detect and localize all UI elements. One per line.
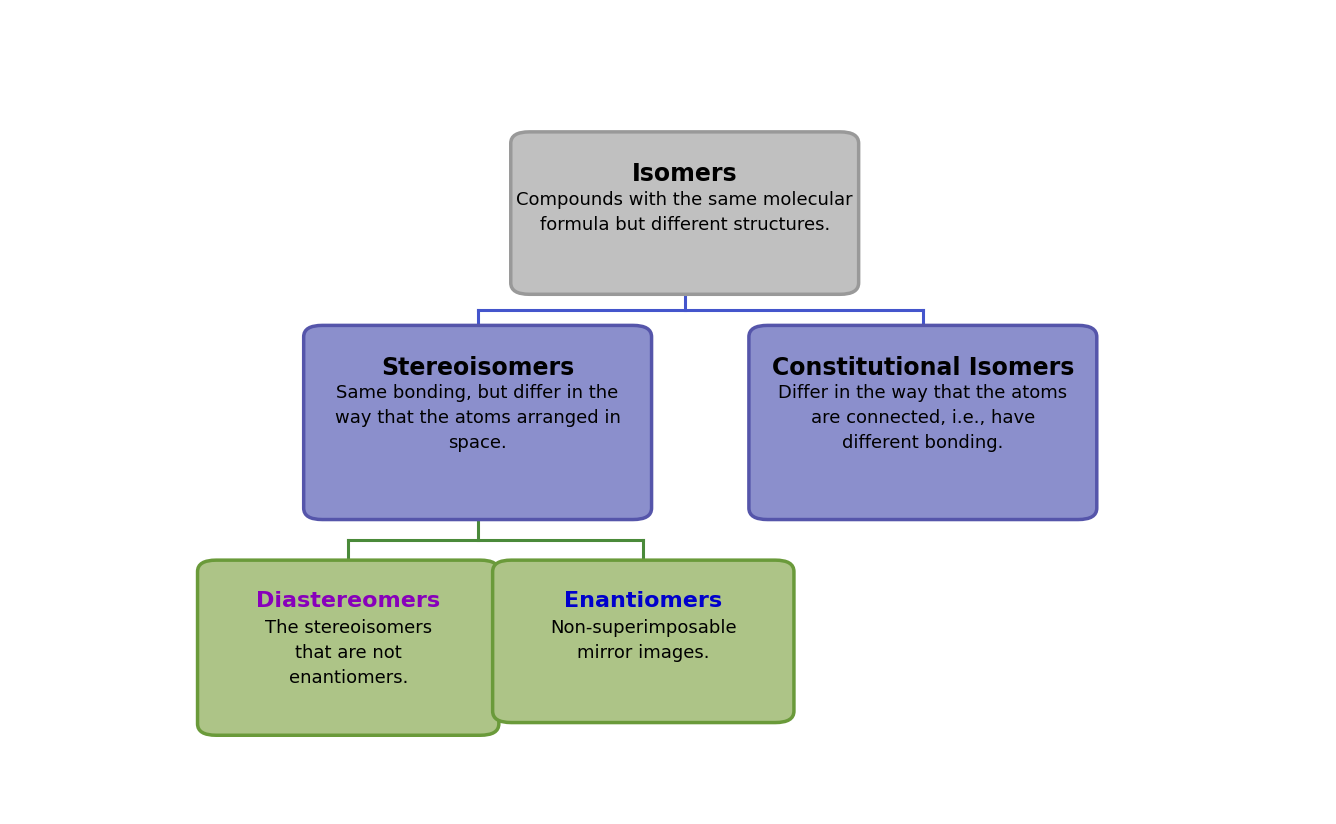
FancyBboxPatch shape [749, 325, 1097, 520]
Text: Same bonding, but differ in the
way that the atoms arranged in
space.: Same bonding, but differ in the way that… [335, 384, 620, 452]
Text: Non-superimposable
mirror images.: Non-superimposable mirror images. [550, 619, 736, 662]
Text: Diastereomers: Diastereomers [257, 591, 441, 611]
FancyBboxPatch shape [303, 325, 652, 520]
FancyBboxPatch shape [198, 560, 498, 735]
Text: Constitutional Isomers: Constitutional Isomers [772, 356, 1074, 380]
Text: Differ in the way that the atoms
are connected, i.e., have
different bonding.: Differ in the way that the atoms are con… [779, 384, 1067, 452]
Text: The stereoisomers
that are not
enantiomers.: The stereoisomers that are not enantiome… [265, 619, 432, 687]
FancyBboxPatch shape [510, 132, 859, 294]
Text: Enantiomers: Enantiomers [564, 591, 723, 611]
FancyBboxPatch shape [493, 560, 794, 723]
Text: Isomers: Isomers [632, 162, 737, 186]
Text: Compounds with the same molecular
formula but different structures.: Compounds with the same molecular formul… [517, 191, 852, 234]
Text: Stereoisomers: Stereoisomers [381, 356, 574, 380]
